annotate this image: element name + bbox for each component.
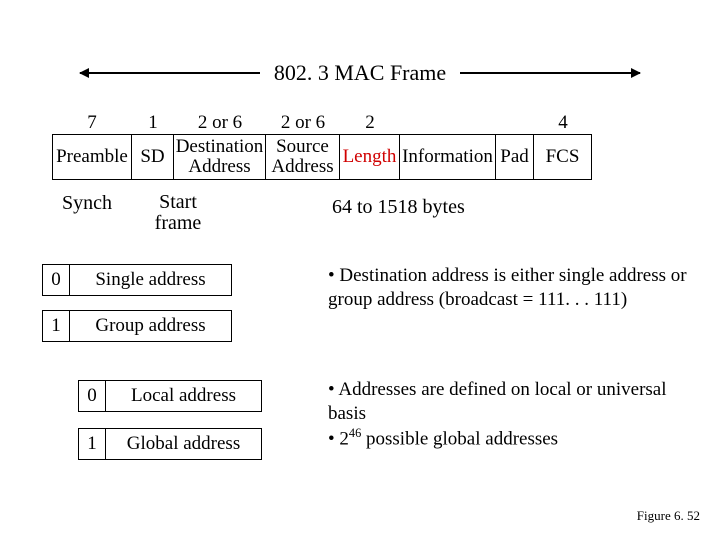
field-source-address: Source Address (266, 134, 340, 180)
field-information: Information (400, 134, 496, 180)
figure-number: Figure 6. 52 (637, 508, 700, 524)
size-sd: 1 (148, 112, 158, 133)
title-arrow-left (80, 72, 260, 74)
size-preamble: 7 (87, 112, 97, 133)
field-sd: SD (132, 134, 174, 180)
sg-bit-1: 1 (42, 310, 70, 342)
field-preamble: Preamble (52, 134, 132, 180)
lg-bit-0: 0 (78, 380, 106, 412)
b2l2-suffix: possible global addresses (361, 428, 558, 449)
field-sizes-row: 7 1 2 or 6 2 or 6 2 4 (52, 112, 592, 134)
field-pad: Pad (496, 134, 534, 180)
single-group-row-0: 0 Single address (42, 264, 232, 296)
size-dest: 2 or 6 (198, 112, 242, 133)
annot-synch: Synch (62, 192, 112, 215)
lg-label-1: Global address (106, 428, 262, 460)
annot-byte-span: 64 to 1518 bytes (332, 196, 465, 219)
local-global-row-1: 1 Global address (78, 428, 262, 460)
lg-label-0: Local address (106, 380, 262, 412)
size-len: 2 (365, 112, 375, 133)
b2l2-exp: 46 (349, 426, 361, 440)
b2l2-prefix: • 2 (328, 428, 349, 449)
lg-bit-1: 1 (78, 428, 106, 460)
sg-label-1: Group address (70, 310, 232, 342)
annot-start-frame: Start frame (148, 192, 208, 234)
sg-label-0: Single address (70, 264, 232, 296)
diagram-title: 802. 3 MAC Frame (260, 60, 460, 86)
size-src: 2 or 6 (281, 112, 325, 133)
field-destination-address: Destination Address (174, 134, 266, 180)
field-fcs: FCS (534, 134, 592, 180)
sg-bit-0: 0 (42, 264, 70, 296)
size-fcs: 4 (558, 112, 568, 133)
bullet-2-line-1: • Addresses are defined on local or univ… (328, 378, 688, 426)
title-row: 802. 3 MAC Frame (0, 60, 720, 86)
bullet-block-1: • Destination address is either single a… (328, 264, 688, 312)
bullet-block-2: • Addresses are defined on local or univ… (328, 378, 688, 451)
title-arrow-right (460, 72, 640, 74)
single-group-row-1: 1 Group address (42, 310, 232, 342)
local-global-row-0: 0 Local address (78, 380, 262, 412)
bullet-2-line-2: • 246 possible global addresses (328, 426, 688, 451)
field-cells-row: Preamble SD Destination Address Source A… (52, 134, 592, 180)
field-length: Length (340, 134, 400, 180)
